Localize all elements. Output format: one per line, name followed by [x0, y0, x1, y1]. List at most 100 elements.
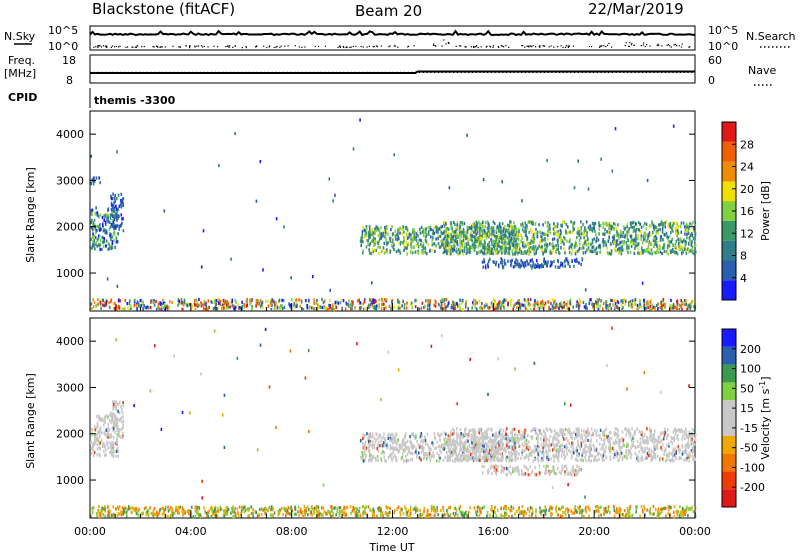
nsearch-point: [608, 42, 610, 45]
range-cell: [116, 150, 118, 154]
range-cell: [635, 222, 637, 226]
range-cell: [367, 436, 370, 440]
nsearch-point: [380, 45, 382, 47]
range-cell: [589, 450, 592, 454]
range-cell: [370, 239, 373, 243]
range-cell: [115, 215, 118, 219]
range-cell: [484, 453, 486, 457]
range-cell: [502, 236, 504, 240]
range-cell: [397, 304, 400, 308]
range-cell: [656, 244, 658, 248]
colorbar-tick-label: 20: [740, 183, 754, 196]
nave-point: [135, 71, 137, 73]
range-cell: [607, 231, 610, 235]
range-cell: [413, 237, 416, 241]
range-cell: [462, 229, 465, 233]
range-cell: [140, 304, 143, 308]
range-cell: [493, 221, 496, 226]
range-cell: [115, 305, 118, 309]
range-cell: [395, 458, 397, 462]
range-cell: [205, 307, 207, 311]
range-cell: [606, 246, 608, 250]
range-cell: [122, 307, 125, 311]
range-cell: [334, 303, 337, 307]
nave-point: [453, 71, 455, 73]
range-cell: [112, 405, 115, 409]
range-cell: [296, 304, 298, 308]
range-cell: [509, 259, 512, 263]
nsearch-point: [601, 45, 603, 47]
range-cell: [502, 238, 504, 242]
range-cell: [544, 233, 547, 237]
range-cell: [369, 233, 371, 237]
range-cell: [114, 194, 116, 198]
range-cell: [630, 239, 633, 243]
range-cell: [102, 303, 104, 307]
range-cell: [333, 308, 335, 312]
range-cell: [578, 307, 580, 311]
range-cell: [676, 223, 679, 227]
range-cell: [670, 304, 673, 308]
range-cell: [432, 236, 434, 240]
range-cell: [373, 239, 376, 243]
range-cell: [500, 302, 502, 306]
range-cell: [133, 304, 136, 308]
range-cell: [493, 307, 496, 312]
nsearch-point: [245, 46, 247, 49]
range-cell: [408, 450, 411, 454]
range-cell: [681, 240, 684, 244]
range-cell: [377, 445, 380, 449]
range-cell: [438, 433, 440, 438]
range-cell: [536, 305, 539, 309]
range-cell: [661, 457, 664, 461]
range-cell: [402, 241, 404, 245]
range-cell: [380, 306, 383, 311]
range-cell: [409, 435, 411, 439]
range-cell: [456, 247, 459, 251]
range-cell: [445, 242, 447, 246]
range-cell: [515, 263, 517, 267]
range-cell: [450, 240, 452, 244]
range-cell: [513, 235, 515, 239]
range-cell: [374, 304, 376, 308]
range-cell: [276, 306, 279, 310]
range-cell: [380, 459, 383, 463]
nave-point: [309, 71, 311, 73]
range-cell: [506, 437, 508, 441]
range-cell: [290, 298, 293, 302]
range-cell: [636, 303, 639, 308]
range-cell: [454, 222, 456, 227]
range-cell: [479, 250, 482, 254]
colorbar-swatch: [722, 141, 736, 162]
range-cell: [94, 228, 97, 232]
range-cell: [542, 264, 544, 268]
range-cell: [518, 432, 521, 436]
range-cell: [112, 209, 115, 213]
range-cell: [482, 252, 485, 256]
range-cell: [538, 244, 541, 248]
range-cell: [560, 223, 562, 227]
range-cell: [492, 298, 495, 302]
range-cell: [189, 303, 191, 307]
range-cell: [582, 244, 585, 248]
range-cell: [566, 231, 569, 235]
range-cell: [390, 433, 393, 437]
range-cell: [583, 242, 586, 246]
range-cell: [466, 459, 468, 463]
nave-point: [630, 71, 632, 73]
range-cell: [621, 299, 624, 303]
nsearch-point: [678, 45, 680, 47]
range-cell: [122, 415, 124, 419]
range-cell: [528, 242, 530, 246]
range-cell: [501, 240, 503, 244]
range-cell: [600, 224, 602, 228]
range-cell: [654, 234, 657, 239]
nsearch-point: [137, 45, 139, 47]
nsearch-point: [562, 46, 564, 49]
nave-point: [226, 71, 228, 73]
range-cell: [638, 228, 640, 232]
range-cell: [416, 232, 418, 236]
range-cell: [513, 221, 515, 225]
nsearch-point: [294, 45, 296, 47]
